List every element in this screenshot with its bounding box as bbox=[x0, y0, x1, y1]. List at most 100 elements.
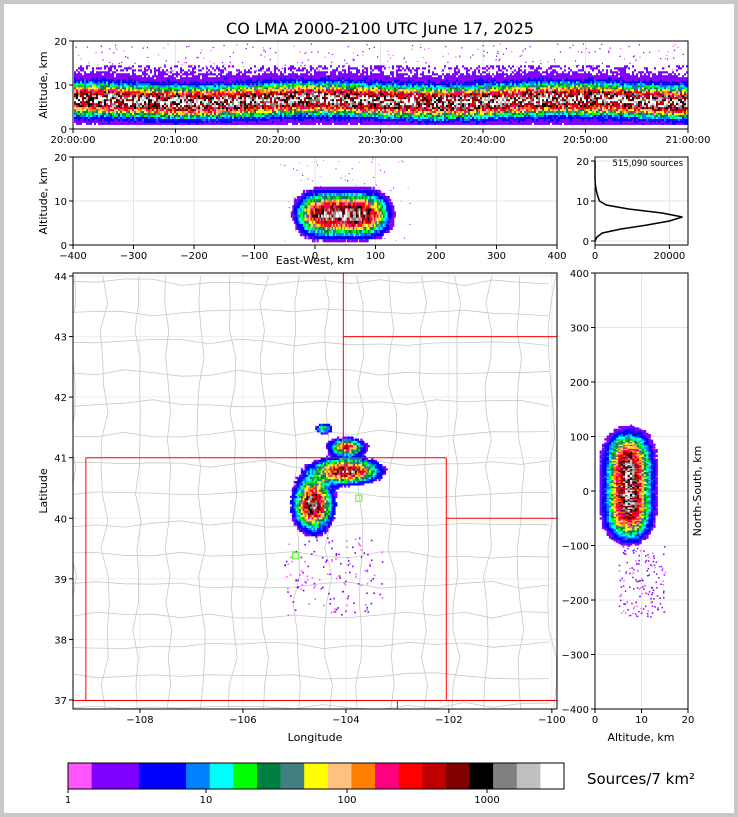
ew-height-density bbox=[279, 157, 411, 243]
ns_height-ytick: 300 bbox=[570, 324, 589, 335]
plan-xtick: −106 bbox=[229, 715, 256, 726]
ew-height-xlabel: East-West, km bbox=[276, 254, 354, 267]
colorbar-swatch bbox=[138, 763, 163, 789]
time-height-ticks: 20:00:00 20:10:00 20:20:00 20:30:00 20:40:00… bbox=[51, 37, 711, 146]
time_height-ytick: 20 bbox=[54, 37, 67, 48]
chart-title: CO LMA 2000-2100 UTC June 17, 2025 bbox=[226, 19, 534, 38]
ew_height-xtick: −300 bbox=[120, 251, 147, 262]
plan-view-density bbox=[284, 423, 388, 616]
plan-xlabel: Longitude bbox=[288, 731, 343, 744]
colorbar-ticks: 1 10 100 1000 bbox=[65, 789, 500, 806]
ns_height-ytick: −400 bbox=[562, 705, 589, 716]
ns_height-ytick: −200 bbox=[562, 596, 589, 607]
time-height-panel: 20:00:00 20:10:00 20:20:00 20:30:00 20:40:00… bbox=[37, 37, 710, 146]
time_height-xtick: 20:30:00 bbox=[358, 135, 403, 146]
colorbar-swatch bbox=[351, 763, 376, 789]
time_height-ytick: 0 bbox=[61, 125, 67, 136]
ns_height-ytick: 0 bbox=[583, 487, 589, 498]
lma-stations bbox=[291, 494, 363, 560]
colorbar-swatch bbox=[280, 763, 305, 789]
altitude-histogram-panel: 0 20000 0 10 20 515,090 sources bbox=[576, 156, 689, 262]
state-borders bbox=[73, 273, 557, 709]
colorbar-swatch bbox=[256, 763, 281, 789]
ns_height-ytick: 100 bbox=[570, 433, 589, 444]
lma-station-marker bbox=[291, 552, 300, 560]
plan-ylabel: Latitude bbox=[37, 468, 50, 514]
plan-ytick: 44 bbox=[54, 272, 67, 283]
time_height-xtick: 20:40:00 bbox=[461, 135, 506, 146]
colorbar-swatch bbox=[68, 763, 92, 789]
ew_height-xtick: −400 bbox=[59, 251, 86, 262]
plan-xtick: −102 bbox=[435, 715, 462, 726]
colorbar-swatch bbox=[162, 763, 187, 789]
ew_height-xtick: −100 bbox=[241, 251, 268, 262]
ns-height-xlabel: Altitude, km bbox=[607, 731, 674, 744]
plan-ytick: 37 bbox=[54, 696, 67, 707]
ns_height-ytick: −100 bbox=[562, 542, 589, 553]
ns_height-xtick: 20 bbox=[682, 715, 695, 726]
colorbar-label: Sources/7 km² bbox=[587, 770, 695, 788]
colorbar-swatch bbox=[469, 763, 494, 789]
plan-ytick: 42 bbox=[54, 393, 67, 404]
colorbar-swatch bbox=[233, 763, 258, 789]
ns-height-ticks: 0 10 20 −400 −300 −200 −100 0 100 200 300 400 bbox=[562, 269, 695, 726]
colorbar-swatch bbox=[327, 763, 352, 789]
colorbar-swatch bbox=[304, 763, 329, 789]
alt-hist-ytick: 10 bbox=[576, 197, 589, 208]
plan-xtick: −104 bbox=[332, 715, 359, 726]
alt-hist-xtick: 0 bbox=[592, 251, 598, 262]
colorbar-swatch bbox=[398, 763, 423, 789]
colorbar-swatch bbox=[422, 763, 447, 789]
alt-hist-ytick: 20 bbox=[576, 157, 589, 168]
ew-height-panel: −400 −300 −200 −100 0 100 200 300 400 0 10 20 East-… bbox=[37, 153, 567, 267]
plan-ytick: 43 bbox=[54, 333, 67, 344]
ns-height-density bbox=[599, 424, 667, 618]
colorbar-tick: 1 bbox=[65, 795, 71, 806]
colorbar: 1 10 100 1000 Sources/7 km² bbox=[65, 762, 695, 806]
time_height-ytick: 10 bbox=[54, 81, 67, 92]
ns-height-panel: 0 10 20 −400 −300 −200 −100 0 100 200 300 400 Altit… bbox=[562, 269, 704, 744]
plan-xtick: −108 bbox=[126, 715, 153, 726]
colorbar-tick: 1000 bbox=[474, 795, 499, 806]
colorbar-tick: 100 bbox=[337, 795, 356, 806]
lma-station-marker bbox=[355, 494, 363, 502]
ew-height-ticks: −400 −300 −200 −100 0 100 200 300 400 0 10 20 bbox=[54, 153, 566, 262]
plan-view-ticks: −108 −106 −104 −102 −100 37 38 39 40 41 42 43 44 bbox=[54, 272, 565, 726]
ew_height-xtick: 300 bbox=[487, 251, 506, 262]
ew_height-xtick: −200 bbox=[180, 251, 207, 262]
alt-hist-xtick: 20000 bbox=[653, 251, 685, 262]
plan-ytick: 41 bbox=[54, 454, 67, 465]
time_height-xtick: 21:00:00 bbox=[666, 135, 711, 146]
colorbar-swatch bbox=[186, 763, 211, 789]
ns_height-xtick: 10 bbox=[635, 715, 648, 726]
colorbar-swatch bbox=[445, 763, 470, 789]
ew_height-xtick: 100 bbox=[366, 251, 385, 262]
ns_height-ytick: 400 bbox=[570, 269, 589, 280]
plan-view-map: −108 −106 −104 −102 −100 37 38 39 40 41 42 43 44 Lon… bbox=[37, 272, 566, 744]
time-height-ylabel: Altitude, km bbox=[37, 51, 50, 118]
plan-ytick: 40 bbox=[54, 514, 67, 525]
ew_height-ytick: 0 bbox=[61, 241, 67, 252]
ns_height-xtick: 0 bbox=[592, 715, 598, 726]
ew_height-xtick: 400 bbox=[547, 251, 566, 262]
ns-height-ylabel: North-South, km bbox=[691, 446, 704, 537]
ew_height-ytick: 10 bbox=[54, 197, 67, 208]
colorbar-swatch bbox=[493, 763, 518, 789]
colorbar-swatch bbox=[516, 763, 541, 789]
ew-height-ylabel: Altitude, km bbox=[37, 167, 50, 234]
time_height-xtick: 20:20:00 bbox=[256, 135, 301, 146]
time_height-xtick: 20:00:00 bbox=[51, 135, 96, 146]
time_height-xtick: 20:10:00 bbox=[153, 135, 198, 146]
time-height-density bbox=[74, 43, 688, 125]
figure: CO LMA 2000-2100 UTC June 17, 2025 20:00… bbox=[37, 19, 710, 806]
time_height-xtick: 20:50:00 bbox=[563, 135, 608, 146]
plan-xtick: −100 bbox=[538, 715, 565, 726]
plan-ytick: 39 bbox=[54, 575, 67, 586]
alt-hist-ytick: 0 bbox=[583, 237, 589, 248]
colorbar-swatch bbox=[375, 763, 399, 789]
ew_height-xtick: 200 bbox=[426, 251, 445, 262]
colorbar-swatch bbox=[115, 763, 140, 789]
ns_height-ytick: 200 bbox=[570, 378, 589, 389]
colorbar-swatch bbox=[91, 763, 116, 789]
colorbar-swatch bbox=[540, 763, 565, 789]
